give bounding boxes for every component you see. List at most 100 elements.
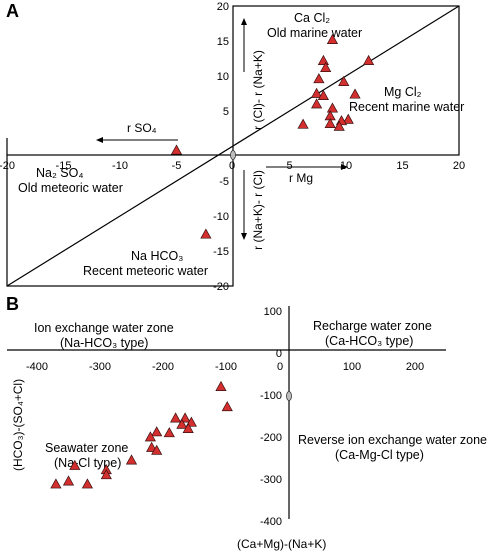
panel-b-zone-tl-line1: Ion exchange water zone bbox=[34, 321, 174, 335]
panel-a-box-q3 bbox=[6, 154, 234, 287]
panel-b: B -400 -300 -200 -100 0 100 200 100 0 -100 -200 -3… bbox=[6, 294, 487, 551]
panel-a-ylabel-neg: r (Na+K)- r (Cl) bbox=[251, 170, 265, 250]
panel-b-zone-tr-line2: (Ca-HCO₃ type) bbox=[325, 334, 413, 348]
panel-a-y-tick-label: -5 bbox=[219, 176, 229, 188]
panel-a: A -20 -15 -10 -5 0 5 10 15 20 2015105-5-10-15-20… bbox=[0, 1, 465, 293]
panel-b-x-tick-label: 0 bbox=[277, 361, 283, 373]
panel-b-y-tick-label: -200 bbox=[260, 432, 282, 444]
panel-b-x-ticks: -400 -300 -200 -100 0 100 200 bbox=[26, 361, 424, 373]
panel-a-x-tick-label: 20 bbox=[453, 160, 465, 172]
panel-b-point bbox=[215, 380, 227, 391]
panel-a-y-tick-label: 20 bbox=[217, 1, 229, 13]
panel-a-x-tick-label: 15 bbox=[396, 160, 408, 172]
panel-a-point bbox=[311, 87, 323, 98]
panel-b-origin-marker bbox=[286, 391, 292, 401]
panel-a-q1-bottom-line2: Recent marine water bbox=[349, 100, 464, 114]
panel-b-zone-br-line1: Reverse ion exchange water zone bbox=[298, 433, 487, 447]
panel-a-y-tick-label: -20 bbox=[213, 281, 229, 293]
panel-a-x-tick-label: -10 bbox=[112, 160, 128, 172]
panel-b-point bbox=[151, 426, 163, 437]
panel-a-y-tick-label: 10 bbox=[217, 71, 229, 83]
panel-a-y-ticks: 20 15 10 5 -5 -10 -15 -20 bbox=[213, 1, 229, 293]
panel-a-x-tick-label: 0 bbox=[229, 160, 235, 172]
panel-a-y-tick-label: -10 bbox=[213, 211, 229, 223]
panel-b-y-tick-label: 100 bbox=[264, 306, 282, 318]
panel-b-point bbox=[144, 431, 156, 442]
panel-a-point bbox=[342, 113, 354, 124]
panel-a-point bbox=[200, 228, 212, 239]
panel-a-x-ticks: -20 -15 -10 -5 0 5 10 15 20 bbox=[0, 160, 465, 172]
panel-a-points bbox=[170, 33, 375, 239]
panel-b-point bbox=[163, 427, 175, 438]
panel-b-zone-bl-line1: Seawater zone bbox=[45, 441, 128, 455]
panel-a-x-tick-label: -15 bbox=[56, 160, 72, 172]
panel-b-zone-bl-line2: (Na-Cl type) bbox=[54, 456, 121, 470]
panel-b-zone-tl-line2: (Na-HCO₃ type) bbox=[60, 336, 148, 350]
panel-b-point bbox=[81, 478, 93, 489]
panel-b-ylabel: (HCO₃)-(SO₄+Cl) bbox=[11, 379, 25, 471]
panel-a-arrow-so4-head bbox=[96, 137, 103, 143]
panel-b-point bbox=[62, 475, 75, 486]
panel-a-q1-top-line2: Old marine water bbox=[267, 26, 362, 40]
panel-b-x-tick-label: -100 bbox=[215, 361, 237, 373]
panel-a-point bbox=[311, 98, 323, 109]
panel-a-arrow-cl-head bbox=[241, 18, 247, 25]
panel-b-x-tick-label: -400 bbox=[26, 361, 48, 373]
panel-b-y-tick-label: -300 bbox=[260, 474, 282, 486]
panel-b-point bbox=[50, 478, 62, 489]
panel-a-xlabel-neg: r SO₄ bbox=[127, 121, 157, 135]
panel-a-point bbox=[349, 88, 361, 99]
panel-a-x-tick-label: -20 bbox=[0, 160, 15, 172]
panel-a-q2-line1: Na₂ SO₄ bbox=[36, 166, 83, 180]
panel-a-point bbox=[363, 54, 375, 65]
panel-b-y-tick-label: -400 bbox=[260, 516, 282, 528]
panel-a-x-tick-label: -5 bbox=[172, 160, 182, 172]
panel-a-y-tick-label: 5 bbox=[223, 106, 229, 118]
panel-a-point bbox=[338, 75, 350, 86]
panel-b-point bbox=[151, 444, 163, 455]
panel-a-point bbox=[333, 120, 345, 131]
panel-b-xlabel: (Ca+Mg)-(Na+K) bbox=[237, 537, 326, 551]
panel-b-point bbox=[176, 418, 188, 429]
panel-b-y-tick-label: -100 bbox=[260, 390, 282, 402]
panel-a-q3-line1: Na HCO₃ bbox=[131, 249, 183, 263]
panel-b-point bbox=[146, 441, 158, 452]
panel-a-point bbox=[326, 33, 339, 44]
panel-a-point bbox=[317, 89, 329, 100]
panel-a-xlabel-pos: r Mg bbox=[289, 171, 313, 185]
panel-b-x-tick-label: -200 bbox=[152, 361, 174, 373]
panel-a-ylabel-pos: r (Cl)- r (Na+K) bbox=[251, 50, 265, 130]
panel-a-label: A bbox=[6, 1, 19, 21]
panel-b-x-tick-label: 200 bbox=[406, 361, 424, 373]
panel-b-y-tick-label: 0 bbox=[276, 348, 282, 360]
panel-a-y-tick-label: -15 bbox=[213, 246, 229, 258]
panel-a-point bbox=[313, 73, 325, 84]
panel-b-zone-br-line2: (Ca-Mg-Cl type) bbox=[335, 448, 424, 462]
panel-a-y-tick-label: 15 bbox=[217, 36, 229, 48]
panel-a-q3-line2: Recent meteoric water bbox=[83, 264, 208, 278]
panel-a-arrow-mg-head bbox=[341, 164, 348, 170]
panel-a-x-tick-label: 5 bbox=[286, 160, 292, 172]
panel-b-point bbox=[221, 401, 233, 412]
panel-b-x-tick-label: -300 bbox=[89, 361, 111, 373]
panel-b-point bbox=[170, 412, 182, 423]
panel-a-origin-marker bbox=[230, 150, 236, 160]
panel-b-point bbox=[125, 454, 138, 465]
panel-a-box-q1 bbox=[232, 5, 460, 156]
panel-b-x-tick-label: 100 bbox=[343, 361, 361, 373]
panel-a-point bbox=[320, 61, 332, 72]
panel-a-point bbox=[297, 118, 309, 129]
panel-b-y-ticks: 100 0 -100 -200 -300 -400 bbox=[260, 306, 282, 528]
panel-b-label: B bbox=[6, 294, 19, 314]
panel-a-q2-line2: Old meteoric water bbox=[18, 181, 123, 195]
panel-b-points bbox=[50, 380, 233, 489]
panel-a-arrow-nak-head bbox=[241, 233, 247, 240]
panel-a-point bbox=[324, 117, 336, 128]
panel-a-diagonal bbox=[6, 5, 460, 287]
panel-a-q1-bottom-line1: Mg Cl₂ bbox=[384, 85, 422, 99]
panel-a-q1-top-line1: Ca Cl₂ bbox=[294, 11, 330, 25]
panel-b-point bbox=[69, 459, 81, 470]
panel-a-point bbox=[170, 144, 183, 155]
panel-b-point bbox=[100, 469, 112, 480]
